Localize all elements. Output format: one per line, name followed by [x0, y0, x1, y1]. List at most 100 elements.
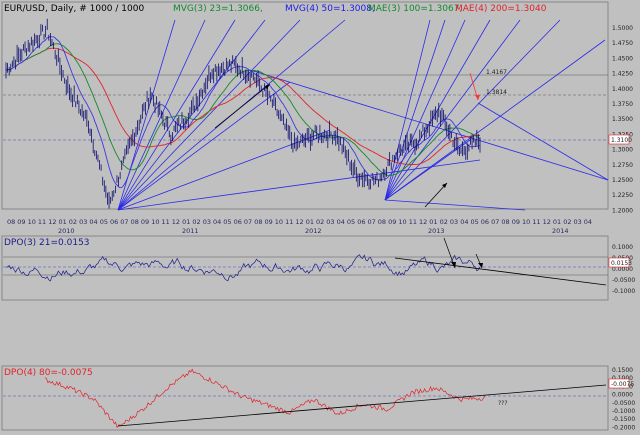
dpo3-trendline — [394, 257, 607, 286]
dpo4-question-note: ??? — [498, 400, 508, 407]
dpo4-line — [44, 368, 486, 429]
symbol-label: EUR/USD — [4, 4, 45, 14]
dpo3-axis-tick: 0.0000 — [612, 266, 633, 273]
dpo3-axis-tick: -0.0500 — [612, 277, 635, 284]
current-price-box — [608, 134, 630, 145]
month-tick: 11 — [38, 218, 46, 226]
dpo4-axis-tick: -0.1000 — [612, 408, 635, 415]
price-axis-tick: 1.4750 — [612, 40, 633, 47]
price-axis: 1.5000 1.4750 1.4500 1.4250 1.4000 1.3750 1.35… — [612, 25, 633, 214]
month-tick: 07 — [120, 218, 128, 226]
arrow-2 — [424, 182, 448, 208]
dpo4-axis: 0.15000.10000.05000.0000-0.0500-0.1000-0… — [612, 367, 635, 431]
month-tick: 07 — [368, 218, 376, 226]
fan-line — [384, 19, 521, 201]
fan-line — [477, 102, 609, 181]
month-tick: 03 — [574, 218, 582, 226]
dpo3-current-box — [608, 257, 630, 268]
level-label-1: 1.4167 — [486, 69, 507, 76]
mae4-label: MAE(4) 200=1.3040 — [455, 4, 547, 14]
fan-line — [117, 19, 176, 211]
dpo3-arrow-2-head — [478, 263, 483, 268]
fan-line — [117, 19, 301, 211]
month-tick: 08 — [131, 218, 139, 226]
fan-line — [384, 19, 431, 201]
dpo4-current-box — [608, 378, 630, 389]
month-tick: 06 — [481, 218, 489, 226]
month-tick: 12 — [295, 218, 303, 226]
price-axis-tick: 1.2500 — [612, 177, 633, 184]
arrow-1-head — [265, 84, 270, 89]
fan-line — [384, 39, 606, 201]
month-tick: 02 — [316, 218, 324, 226]
month-tick: 06 — [357, 218, 365, 226]
month-tick: 01 — [429, 218, 437, 226]
month-tick: 09 — [265, 218, 273, 226]
mae3-label: MAE(3) 100=1.3067, — [368, 4, 462, 14]
price-axis-tick: 1.3500 — [612, 116, 633, 123]
month-tick: 05 — [223, 218, 231, 226]
dpo3-line — [5, 254, 481, 282]
month-tick: 11 — [285, 218, 293, 226]
month-tick: 08 — [378, 218, 386, 226]
month-tick: 07 — [491, 218, 499, 226]
dpo3-axis-tick: 0.1000 — [612, 244, 633, 251]
month-tick: 01 — [59, 218, 67, 226]
month-tick: 09 — [512, 218, 520, 226]
month-tick: 05 — [471, 218, 479, 226]
dpo3-title: DPO(3) 21=0.0153 — [4, 238, 90, 248]
month-tick: 08 — [501, 218, 509, 226]
dpo4-title: DPO(4) 80=-0.0075 — [4, 368, 93, 378]
period-label: , Daily, # 1000 / 1000 — [45, 4, 144, 14]
price-axis-tick: 1.3750 — [612, 101, 633, 108]
month-tick: 05 — [347, 218, 355, 226]
year-tick: 2012 — [305, 227, 322, 235]
month-tick: 02 — [192, 218, 200, 226]
mvg3-label: MVG(3) 23=1.3066, — [173, 4, 263, 14]
month-tick: 01 — [306, 218, 314, 226]
fan-line — [117, 81, 291, 211]
month-tick: 02 — [69, 218, 77, 226]
price-axis-tick: 1.4250 — [612, 71, 633, 78]
year-tick: 2013 — [428, 227, 445, 235]
month-tick: 10 — [275, 218, 283, 226]
month-tick: 06 — [110, 218, 118, 226]
mae4-line — [5, 47, 481, 165]
dpo3-axis-tick: -0.1000 — [612, 288, 635, 295]
year-tick: 2014 — [552, 227, 569, 235]
dpo4-axis-tick: 0.1500 — [612, 367, 633, 374]
dpo4-axis-tick: -0.0500 — [612, 400, 635, 407]
month-tick: 10 — [522, 218, 530, 226]
dpo4-trendline — [117, 384, 607, 427]
month-axis: 08 09 10 11 12 01 02 03 04 05 06 07 08 09 10 11 12 01 02 03… — [7, 218, 592, 226]
dpo4-current-label: -0.0075 — [611, 381, 634, 388]
month-tick: 06 — [234, 218, 242, 226]
price-axis-tick: 1.3000 — [612, 147, 633, 154]
month-tick: 04 — [89, 218, 97, 226]
month-tick: 03 — [203, 218, 211, 226]
fan-line — [117, 159, 481, 211]
month-tick: 09 — [141, 218, 149, 226]
mvg4-line — [5, 36, 481, 189]
year-axis: 2010 2011 2012 2013 2014 — [58, 227, 569, 235]
fan-line — [117, 129, 331, 211]
dpo3-arrow-1-head — [451, 262, 456, 268]
month-tick: 02 — [440, 218, 448, 226]
price-bars — [5, 18, 481, 209]
price-axis-tick: 1.5000 — [612, 25, 633, 32]
month-tick: 03 — [326, 218, 334, 226]
month-tick: 01 — [182, 218, 190, 226]
price-axis-tick: 1.2250 — [612, 192, 633, 199]
price-axis-tick: 1.4000 — [612, 86, 633, 93]
month-tick: 05 — [100, 218, 108, 226]
current-price-label: 1.3100 — [611, 137, 632, 144]
month-tick: 12 — [48, 218, 56, 226]
fan-line — [117, 19, 236, 211]
arrow-2-head — [442, 183, 447, 188]
month-tick: 09 — [388, 218, 396, 226]
main-panel-frame — [1, 1, 609, 210]
month-tick: 10 — [398, 218, 406, 226]
month-tick: 11 — [409, 218, 417, 226]
